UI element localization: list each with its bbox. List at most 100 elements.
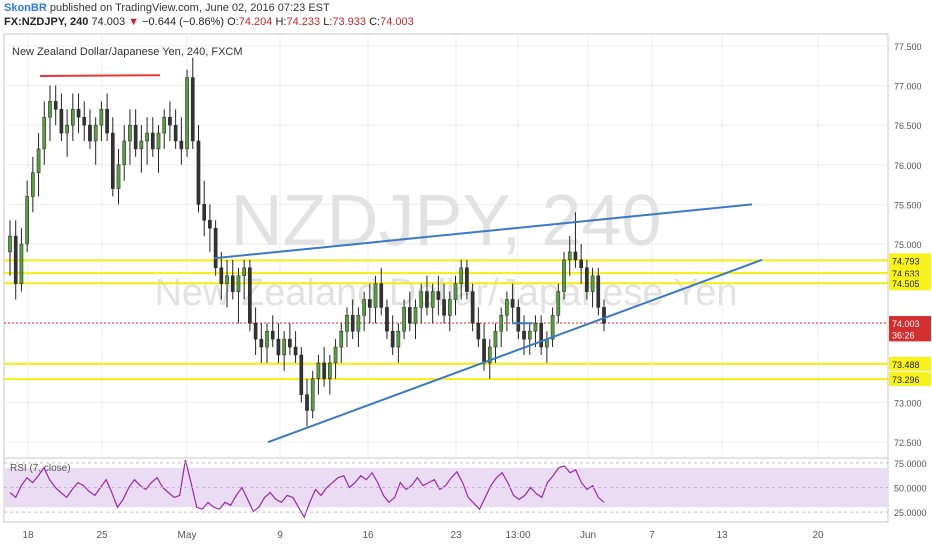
chart-header: SkonBR published on TradingView.com, Jun…	[0, 0, 932, 30]
x-tick-label: 18	[22, 530, 34, 541]
open-value: 74.204	[238, 16, 273, 28]
candle-body	[8, 235, 12, 253]
price-badge-label: 74.505	[892, 279, 920, 289]
author-link[interactable]: SkonBR	[4, 2, 47, 14]
candle-body	[219, 267, 224, 284]
candle-body	[202, 204, 207, 221]
price-badge	[889, 372, 931, 387]
candle-body	[230, 275, 235, 292]
last-price: 74.003	[91, 16, 126, 28]
candle-body	[93, 124, 98, 142]
candle-body	[550, 315, 555, 340]
candle-body	[362, 299, 366, 316]
candle-body	[65, 124, 69, 134]
change-arrow-icon: ▼	[128, 16, 140, 28]
rsi-line	[9, 459, 605, 519]
candle-body	[539, 323, 543, 348]
lower-trendline	[267, 258, 763, 444]
candle-body	[562, 259, 566, 292]
candle-body	[13, 235, 18, 284]
candle-body	[356, 315, 361, 332]
candle-body	[596, 275, 601, 308]
candle-body	[573, 251, 578, 261]
candle-body	[527, 330, 532, 340]
open-label: O:	[227, 16, 239, 28]
y-tick-label: 72.500	[894, 438, 922, 448]
candle-body	[556, 291, 561, 316]
candle-body	[385, 307, 389, 332]
publish-line: SkonBR published on TradingView.com, Jun…	[4, 2, 330, 14]
watermark-symbol: NZDJPY, 240	[231, 181, 662, 261]
candle-body	[396, 330, 401, 348]
candle-body	[522, 330, 526, 340]
y-tick-label: 75.500	[894, 200, 922, 210]
candle-body	[179, 140, 184, 150]
candle-body	[53, 101, 58, 110]
y-tick-label: 73.000	[894, 399, 922, 409]
candle-body	[276, 338, 281, 356]
y-tick-label: 75.000	[894, 240, 922, 250]
rsi-tick-label: 25.0000	[894, 508, 927, 518]
x-tick-label: 25	[96, 530, 108, 541]
candle-body	[322, 362, 326, 379]
candle-body	[253, 323, 258, 340]
y-tick-label: 76.000	[894, 161, 922, 171]
candle-body	[453, 283, 458, 300]
candle-body	[333, 346, 338, 364]
candle-body	[150, 132, 155, 150]
price-badge	[889, 327, 931, 342]
candle-body	[345, 315, 349, 332]
candle-body	[242, 267, 246, 276]
chart-title: New Zealand Dollar/Japanese Yen, 240, FX…	[12, 46, 243, 58]
rsi-tick-label: 75.0000	[894, 459, 927, 469]
candle-body	[225, 275, 229, 284]
candle-body	[465, 267, 469, 292]
candle-body	[270, 330, 275, 340]
candle-body	[585, 267, 589, 292]
candle-body	[493, 330, 498, 348]
candle-body	[31, 172, 35, 197]
candle-body	[590, 275, 595, 292]
candle-body	[48, 101, 52, 118]
candle-body	[185, 77, 189, 150]
candle-body	[88, 124, 92, 142]
candle-body	[42, 116, 47, 150]
candle-body	[487, 346, 492, 364]
candle-body	[390, 330, 395, 348]
candle-body	[25, 196, 29, 245]
candle-body	[196, 140, 201, 205]
candle-body	[476, 323, 481, 340]
candle-body	[328, 362, 332, 379]
candle-body	[533, 323, 538, 332]
x-tick-label: 20	[812, 530, 824, 541]
x-tick-label: 9	[277, 530, 283, 541]
candle-body	[213, 227, 218, 269]
x-tick-label: Jun	[580, 530, 596, 541]
candle-body	[407, 307, 412, 324]
y-tick-label: 77.500	[894, 42, 922, 52]
symbol-label: FX:NZDJPY, 240	[4, 16, 89, 28]
x-tick-label: 13:00	[505, 530, 530, 541]
candle-body	[339, 330, 344, 348]
candle-body	[236, 275, 241, 292]
candle-body	[82, 116, 87, 126]
candle-body	[436, 291, 441, 300]
candle-body	[505, 299, 509, 316]
x-tick-label: 7	[649, 530, 655, 541]
x-tick-label: 13	[716, 530, 728, 541]
price-pane	[3, 33, 889, 459]
price-badge	[889, 316, 931, 331]
candle-body	[567, 251, 572, 261]
candle-body	[248, 267, 252, 324]
price-badge-label: 74.793	[892, 256, 920, 266]
price-badge-label: 74.633	[892, 269, 920, 279]
candle-body	[173, 124, 178, 142]
candle-body	[288, 338, 292, 348]
candle-body	[293, 346, 298, 356]
candle-body	[305, 394, 309, 411]
candle-body	[128, 124, 132, 142]
candle-body	[71, 109, 75, 126]
price-badge-label: 73.488	[892, 360, 920, 370]
watermark-name: New Zealand Dollar/Japanese Yen	[154, 272, 737, 314]
